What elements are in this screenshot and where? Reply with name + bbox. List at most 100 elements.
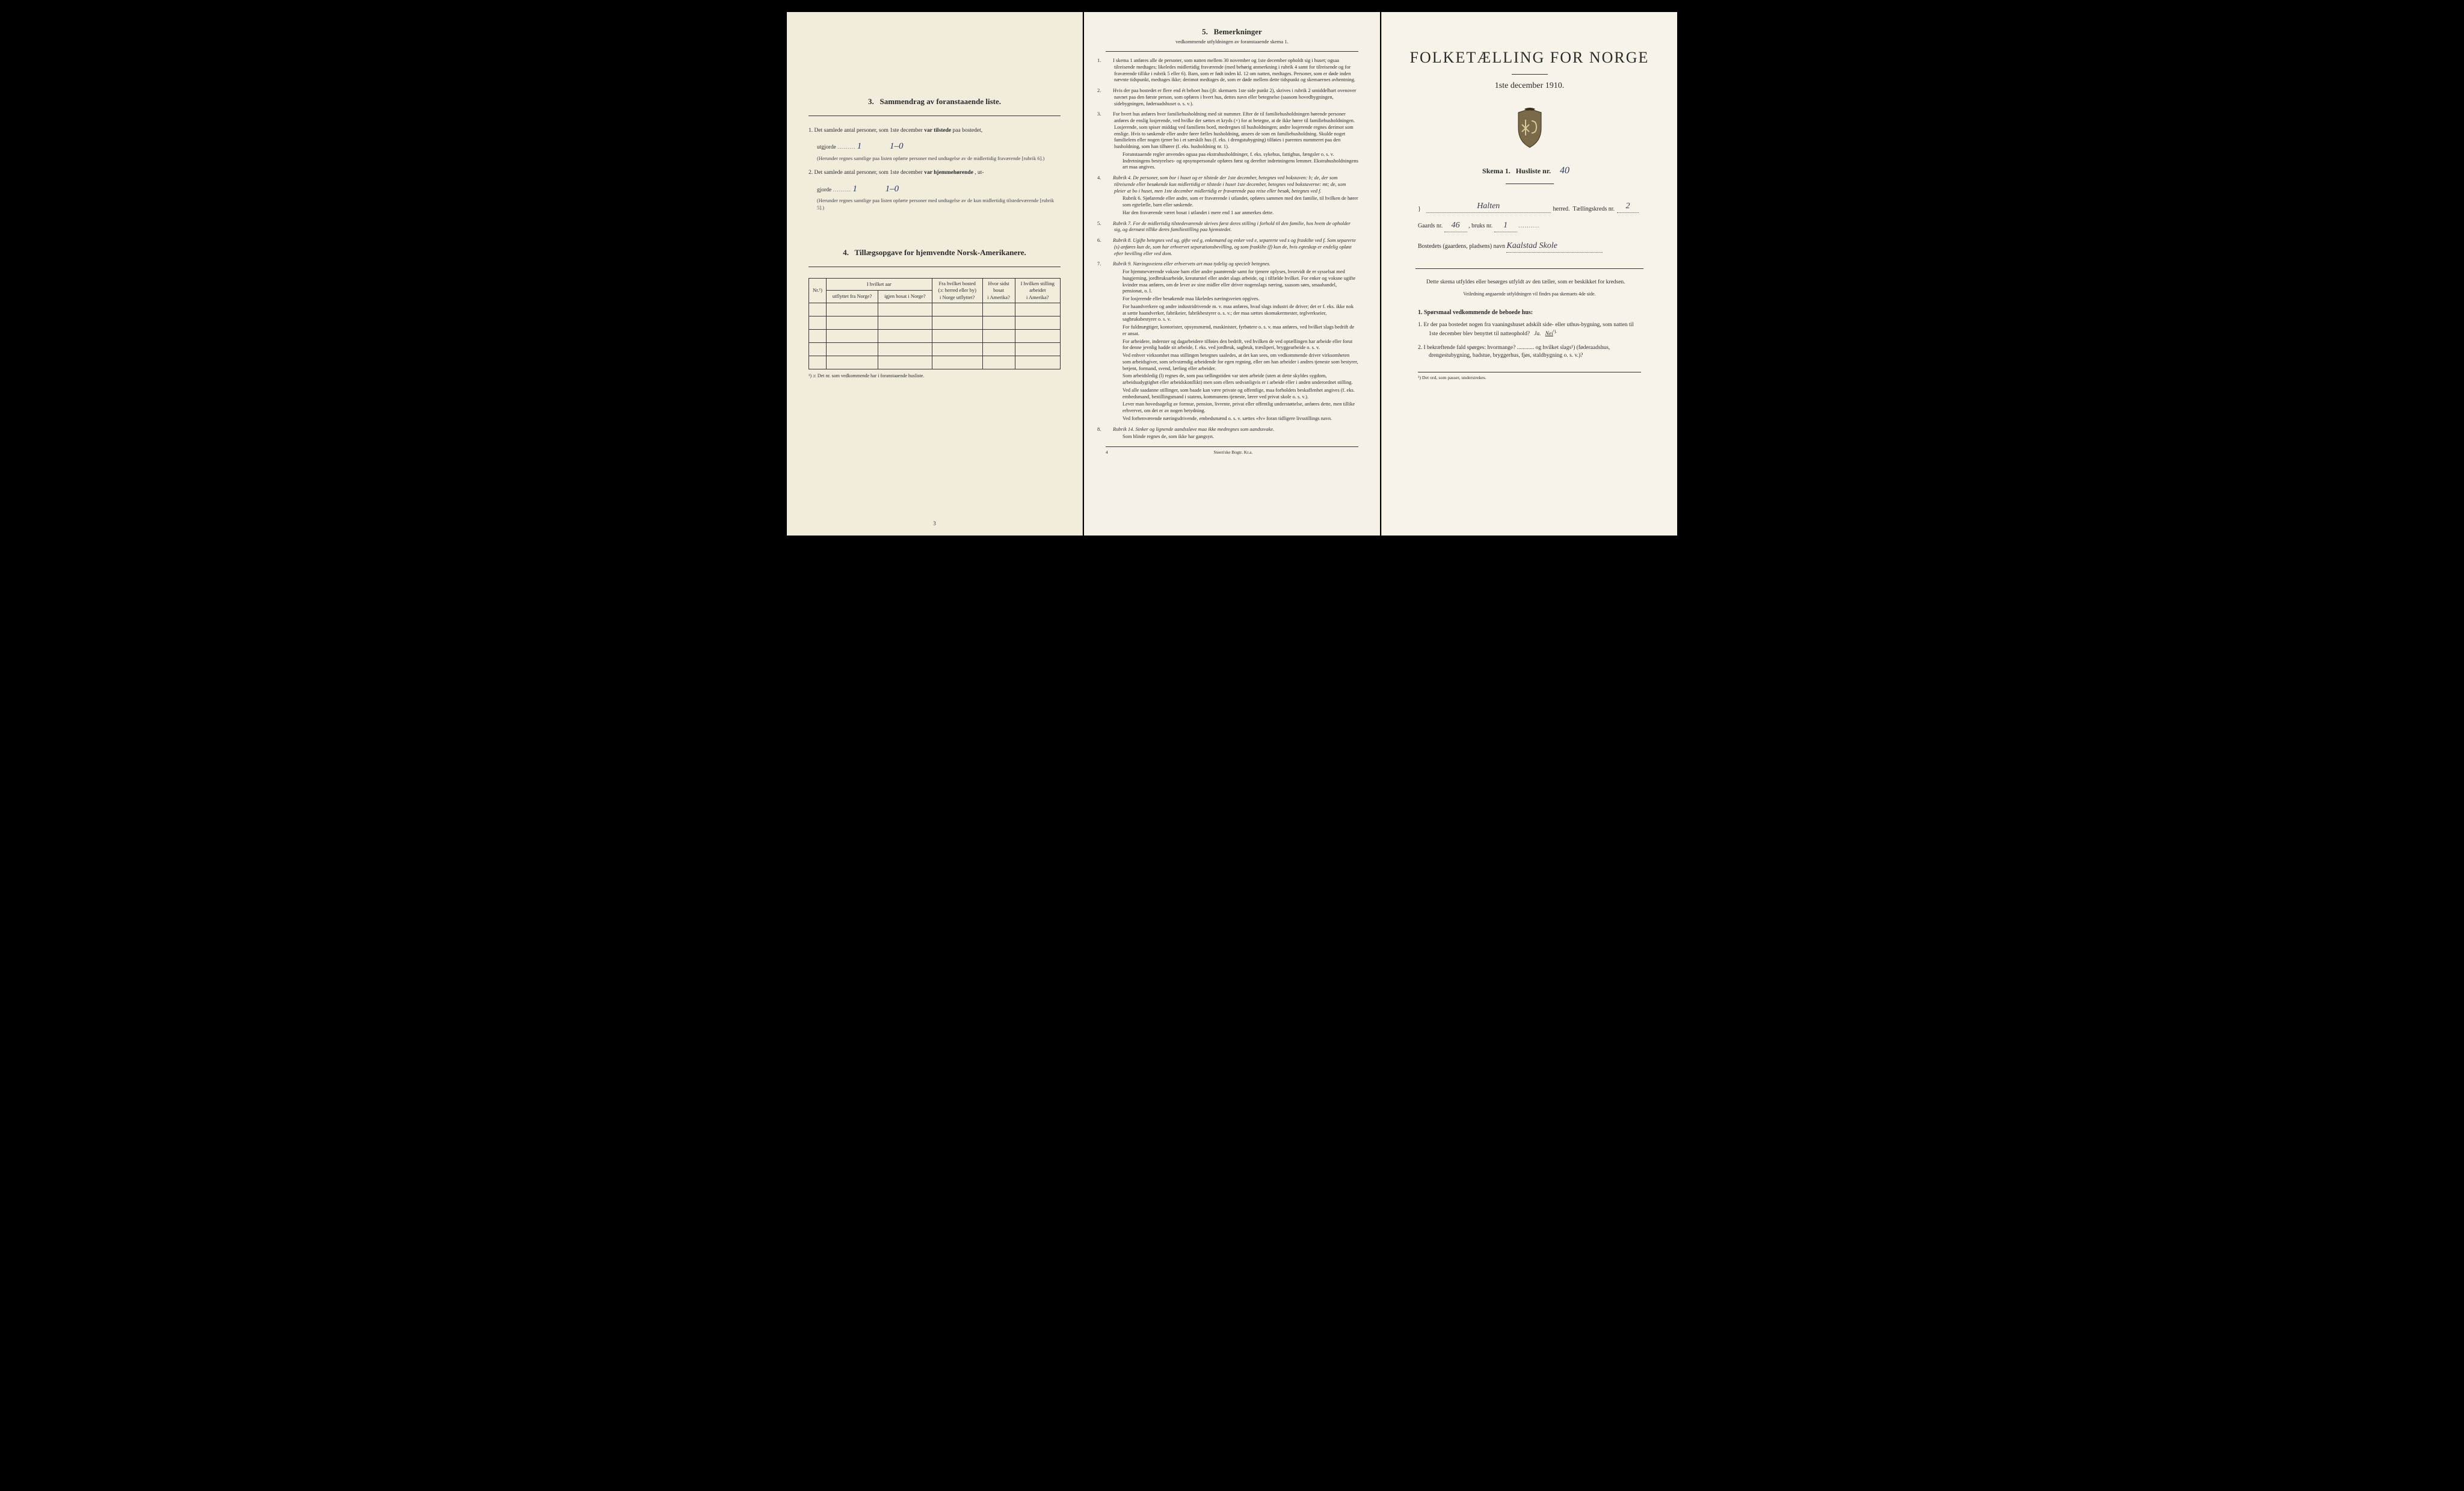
- gjorde-label: gjorde: [817, 187, 831, 193]
- remark-7-p3: For haandverkere og andre industridriven…: [1114, 304, 1358, 323]
- table-row: [809, 316, 1061, 330]
- remark-7-p1: For hjemmeværende voksne barn eller andr…: [1114, 269, 1358, 295]
- remark-8-extra: Som blinde regnes de, som ikke har gangs…: [1114, 434, 1358, 440]
- herred-label: herred.: [1553, 205, 1570, 214]
- item-1-paren: (Herunder regnes samtlige paa listen opf…: [808, 155, 1061, 162]
- remark-2: 2.Hvis der paa bostedet er flere end ét …: [1106, 88, 1358, 107]
- section-4-title: Tillægsopgave for hjemvendte Norsk-Ameri…: [855, 248, 1026, 257]
- kreds-nr-value: 2: [1617, 201, 1639, 214]
- section-4-number: 4.: [843, 248, 849, 257]
- instruct-para: Dette skema utfyldes eller besørges utfy…: [1418, 279, 1641, 286]
- remark-4-extra-b: Har den fraværende været bosat i utlande…: [1114, 210, 1358, 217]
- page-number-3: 3: [933, 520, 936, 527]
- item-2: 2. Det samlede antal personer, som 1ste …: [808, 169, 1061, 177]
- printer-name: Steen'ske Bogtr. Kr.a.: [1213, 449, 1252, 455]
- coat-of-arms-icon: [1514, 108, 1546, 150]
- sub-title: 1ste december 1910.: [1403, 81, 1656, 92]
- gaards-label: Gaards nr.: [1418, 223, 1443, 229]
- page-number-4: 4: [1106, 449, 1108, 455]
- col-igjen-bosat: igjen bosat i Norge?: [878, 291, 932, 303]
- remark-3: 3.For hvert hus anføres hver familiehush…: [1106, 111, 1358, 171]
- gaards-nr-value: 46: [1444, 220, 1467, 232]
- question-1: 1. Er der paa bostedet nogen fra vaaning…: [1418, 321, 1641, 338]
- instruct-small: Veiledning angaaende utfyldningen vil fi…: [1418, 291, 1641, 298]
- herred-value: Halten: [1426, 201, 1551, 214]
- section-3-title: Sammendrag av foranstaaende liste.: [880, 97, 1002, 106]
- col-sidst-bosat: Hvor sidst bosat i Amerika?: [982, 278, 1015, 303]
- husliste-label: Husliste nr.: [1516, 167, 1551, 175]
- section-5-number: 5.: [1202, 27, 1208, 36]
- hand-value-1b: 1–0: [890, 140, 914, 152]
- remark-7-p2: For losjerende eller besøkende maa likel…: [1114, 296, 1358, 303]
- col-nr: Nr.¹): [809, 278, 827, 303]
- document-spread: 3. Sammendrag av foranstaaende liste. 1.…: [787, 12, 1677, 536]
- dotted-fill: .........: [833, 187, 851, 193]
- remark-5: 5.Rubrik 7. For de midlertidig tilstedev…: [1106, 221, 1358, 234]
- remark-1: 1.I skema 1 anføres alle de personer, so…: [1106, 58, 1358, 84]
- q-head-num: 1.: [1418, 309, 1423, 316]
- remark-7-p6: Ved enhver virksomhet maa stillingen bet…: [1114, 353, 1358, 372]
- title-rule: [1512, 74, 1548, 75]
- remark-3-extra: Foranstaaende regler anvendes ogsaa paa …: [1114, 152, 1358, 171]
- item-1-text-a: 1. Det samlede antal personer, som 1ste …: [808, 128, 923, 134]
- section-5-subtitle: vedkommende utfyldningen av foranstaaend…: [1106, 39, 1358, 45]
- page-cover: FOLKETÆLLING FOR NORGE 1ste december 191…: [1381, 12, 1677, 536]
- table-row: [809, 303, 1061, 316]
- item-2-paren: (Herunder regnes samtlige paa listen opf…: [808, 197, 1061, 211]
- col-utflyttet: utflyttet fra Norge?: [826, 291, 878, 303]
- kreds-label: Tællingskreds nr.: [1573, 205, 1615, 214]
- printer-line: 4 Steen'ske Bogtr. Kr.a.: [1106, 446, 1358, 455]
- section-4-heading: 4. Tillægsopgave for hjemvendte Norsk-Am…: [808, 247, 1061, 258]
- col-group-aar: I hvilket aar: [826, 278, 932, 291]
- questions-list: 1. Er der paa bostedet nogen fra vaaning…: [1418, 321, 1641, 359]
- item-1: 1. Det samlede antal personer, som 1ste …: [808, 127, 1061, 135]
- gaard-line: Gaards nr. 46 , bruks nr. 1 ..........: [1418, 220, 1641, 232]
- item-2-text-b: , ut-: [975, 170, 984, 176]
- remark-7-p10: Ved forhenværende næringsdrivende, embed…: [1114, 416, 1358, 422]
- bostedet-line: Bostedets (gaardens, pladsens) navn Kaal…: [1418, 241, 1641, 253]
- table-footnote: ¹) ɔ: Det nr. som vedkommende har i fora…: [808, 373, 1061, 380]
- table-row: [809, 356, 1061, 369]
- remark-7-p9: Lever man hovedsagelig av formue, pensio…: [1114, 401, 1358, 415]
- remark-8: 8.Rubrik 14. Sinker og lignende aandsslø…: [1106, 427, 1358, 441]
- hand-value-2a: 1: [852, 183, 876, 195]
- section-4: 4. Tillægsopgave for hjemvendte Norsk-Am…: [808, 247, 1061, 380]
- bostedet-value: Kaalstad Skole: [1506, 241, 1603, 253]
- item-1-bold: var tilstede: [924, 128, 951, 134]
- section-3-heading: 3. Sammendrag av foranstaaende liste.: [808, 96, 1061, 107]
- table-row: [809, 343, 1061, 356]
- item-1-text-b: paa bostedet,: [953, 128, 983, 134]
- bruks-label: , bruks nr.: [1468, 223, 1492, 229]
- remark-4-extra-a: Rubrik 6. Sjøfarende eller andre, som er…: [1114, 196, 1358, 209]
- col-stilling: I hvilken stilling arbeidet i Amerika?: [1015, 278, 1061, 303]
- section-5-heading: 5. Bemerkninger: [1106, 26, 1358, 37]
- questions-heading: 1. Spørsmaal vedkommende de beboede hus:: [1418, 309, 1641, 317]
- utgjorde-label: utgjorde: [817, 144, 836, 150]
- item-1-fill: utgjorde ......... 1 1–0: [808, 140, 1061, 152]
- skema-label: Skema 1.: [1482, 167, 1511, 175]
- question-2: 2. I bekræftende fald spørges: hvormange…: [1418, 344, 1641, 360]
- remark-7-p8: Ved alle saadanne stillinger, som baade …: [1114, 387, 1358, 401]
- remark-7-p4: For fuldmægtiger, kontorister, opsynsmæn…: [1114, 324, 1358, 338]
- section-5-title: Bemerkninger: [1214, 27, 1262, 36]
- rule: [1106, 51, 1358, 52]
- right-footnote: ¹) Det ord, som passer, understrekes.: [1418, 372, 1641, 381]
- section-3-number: 3.: [868, 97, 874, 106]
- table-row: [809, 330, 1061, 343]
- main-title: FOLKETÆLLING FOR NORGE: [1403, 47, 1656, 68]
- bostedet-label: Bostedets (gaardens, pladsens) navn: [1418, 243, 1505, 250]
- right-body: Dette skema utfyldes eller besørges utfy…: [1418, 279, 1641, 360]
- skema-line: Skema 1. Husliste nr. 40: [1403, 164, 1656, 177]
- page-3: 3. Sammendrag av foranstaaende liste. 1.…: [787, 12, 1083, 536]
- item-2-bold: var hjemmehørende: [924, 170, 973, 176]
- hand-value-1a: 1: [857, 140, 881, 152]
- hand-value-2b: 1–0: [886, 183, 910, 195]
- husliste-nr-value: 40: [1553, 164, 1577, 177]
- remark-4: 4.Rubrik 4. De personer, som bor i huset…: [1106, 175, 1358, 217]
- item-2-text-a: 2. Det samlede antal personer, som 1ste …: [808, 170, 923, 176]
- remark-7-p5: For arbeidere, inderster og dagarbeidere…: [1114, 339, 1358, 352]
- col-bosted: Fra hvilket bosted (ɔ: herred eller by) …: [932, 278, 982, 303]
- item-2-fill: gjorde ......... 1 1–0: [808, 183, 1061, 195]
- q-head-text: Spørsmaal vedkommende de beboede hus:: [1424, 309, 1533, 316]
- amerikanere-table: Nr.¹) I hvilket aar Fra hvilket bosted (…: [808, 278, 1061, 369]
